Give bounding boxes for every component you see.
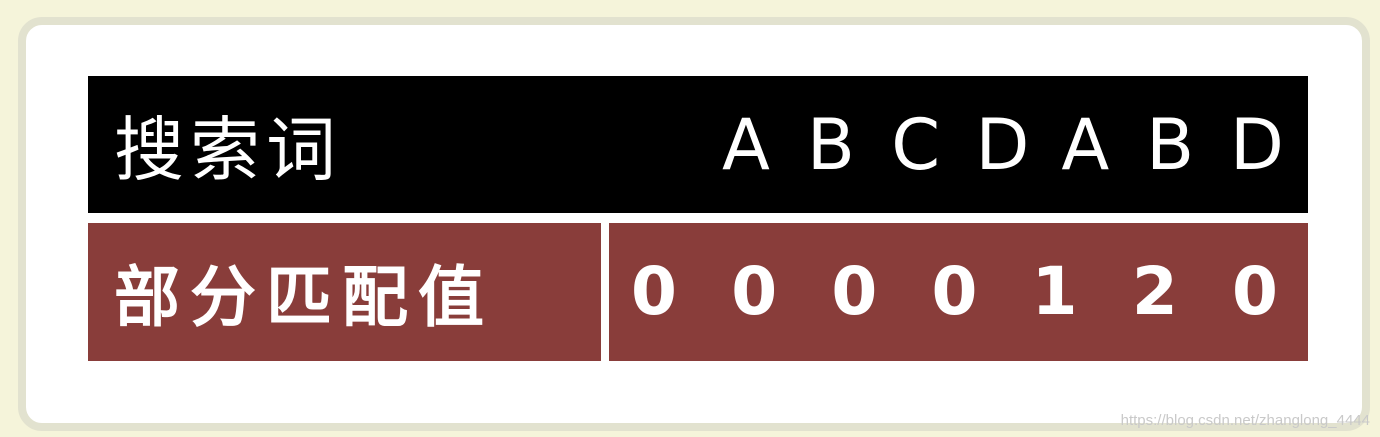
search-term-label: 搜索词	[114, 109, 342, 191]
search-term-char: D	[1229, 103, 1284, 186]
partial-match-value: 1	[1031, 253, 1078, 330]
partial-match-value: 0	[931, 253, 978, 330]
search-term-char: A	[722, 103, 770, 186]
cell-divider	[601, 223, 609, 361]
partial-match-value: 2	[1131, 253, 1178, 330]
partial-match-value: 0	[631, 253, 677, 330]
partial-match-value: 0	[831, 253, 878, 330]
search-term-row: 搜索词 A B C D A B D	[88, 76, 1308, 213]
search-term-char: B	[1146, 103, 1195, 186]
partial-match-row: 部分匹配值 0 0 0 0 1 2 0	[88, 223, 1308, 361]
partial-match-label: 部分匹配值	[88, 223, 601, 361]
partial-match-values: 0 0 0 0 1 2 0	[609, 223, 1308, 361]
search-term-char: A	[1061, 103, 1110, 186]
partial-match-value: 0	[731, 253, 778, 330]
search-term-char: C	[891, 103, 941, 186]
watermark: https://blog.csdn.net/zhanglong_4444	[1120, 412, 1370, 429]
search-term-char: B	[806, 103, 855, 186]
search-term-char: D	[975, 103, 1030, 186]
partial-match-value: 0	[1231, 253, 1278, 330]
search-term-chars: A B C D A B D	[601, 76, 1308, 213]
